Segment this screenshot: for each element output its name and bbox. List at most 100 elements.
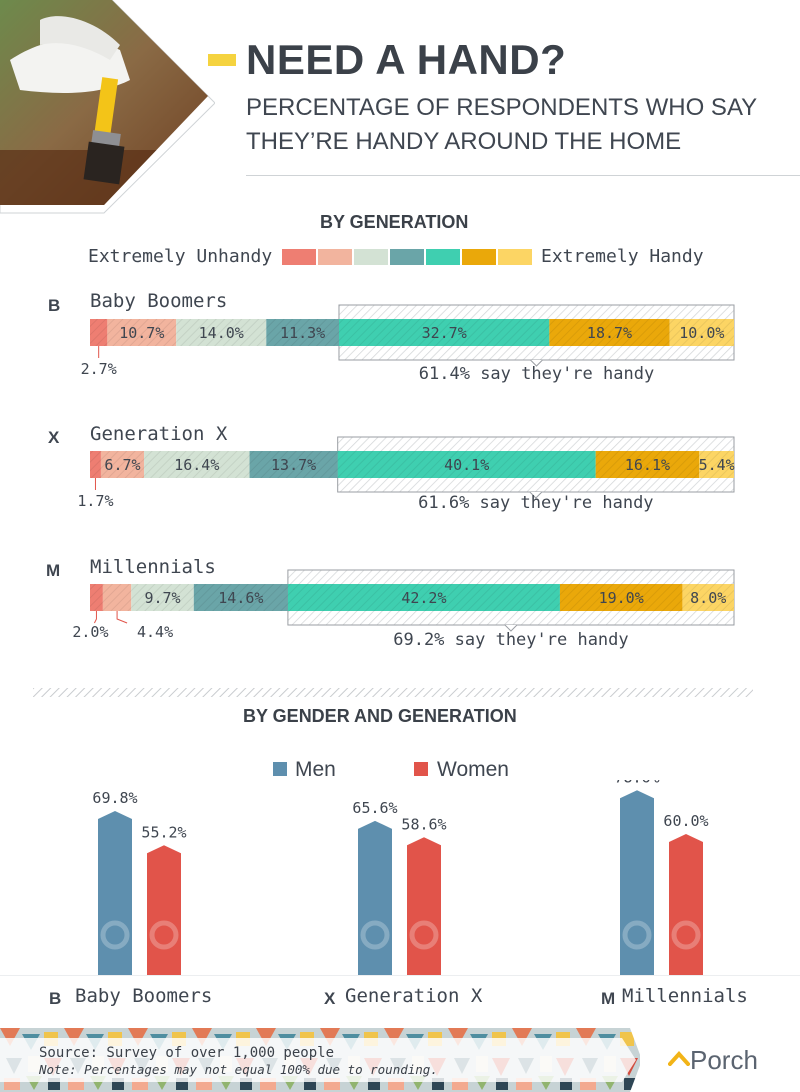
- generation-x-segment-6-texture: [595, 451, 700, 478]
- row-label-generation-x: Generation X: [90, 423, 228, 445]
- baby-boomers-segment-5-texture: [338, 319, 550, 346]
- millennials-women-label: 60.0%: [663, 812, 708, 830]
- baseline: [0, 975, 800, 976]
- page-subtitle-line-1: PERCENTAGE OF RESPONDENTS WHO SAY: [246, 94, 758, 121]
- millennials-segment-5-texture: [287, 584, 560, 611]
- legend-swatch-2: [318, 249, 352, 265]
- millennials-label-4: 14.6%: [218, 589, 263, 607]
- page-title: NEED A HAND?: [246, 36, 567, 83]
- millennials-segment-2-texture: [102, 584, 132, 611]
- generation-x-segment-7-texture: [699, 451, 734, 478]
- legend-men-label: Men: [295, 758, 336, 781]
- generation-x-segment-2-texture: [100, 451, 145, 478]
- generation-x-label-6: 16.1%: [625, 456, 670, 474]
- generation-x-icon: X: [48, 428, 60, 447]
- baby-boomers-women-label: 55.2%: [141, 823, 186, 841]
- category-label-generation-x: Generation X: [345, 985, 483, 1007]
- generation-x-women-female-symbol-icon: [409, 920, 439, 950]
- millennials-leader-1: [93, 611, 97, 624]
- baby-boomers-label-3: 14.0%: [199, 324, 244, 342]
- baby-boomers-segment-6-texture: [549, 319, 670, 346]
- row-label-baby-boomers: Baby Boomers: [90, 290, 228, 312]
- generation-x-label-7: 5.4%: [699, 456, 735, 474]
- millennials-label-6: 19.0%: [599, 589, 644, 607]
- header-divider: [246, 175, 800, 176]
- generation-x-segment-1-texture: [90, 451, 101, 478]
- category-label-baby-boomers: Baby Boomers: [75, 985, 213, 1007]
- legend-swatch-5: [426, 249, 460, 265]
- porch-logo-text: Porch: [690, 1045, 758, 1075]
- generation-x-icon-bottom: X: [324, 989, 336, 1008]
- millennials-label-7: 8.0%: [690, 589, 726, 607]
- legend-women-swatch: [414, 762, 428, 776]
- generation-x-segment-5-texture: [337, 451, 596, 478]
- millennials-men-bar: [620, 790, 654, 975]
- generation-x-label-4: 13.7%: [271, 456, 316, 474]
- millennials-segment-6-texture: [559, 584, 683, 611]
- row-label-millennials: Millennials: [90, 556, 216, 578]
- millennials-handy-callout: 69.2% say they're handy: [393, 630, 628, 650]
- generation-x-women-label: 58.6%: [401, 815, 446, 833]
- legend-women-label: Women: [437, 758, 509, 781]
- baby-boomers-label-7: 10.0%: [679, 324, 724, 342]
- legend-swatch-1: [282, 249, 316, 265]
- footer-note: Note: Percentages may not equal 100% due…: [39, 1062, 438, 1077]
- baby-boomers-men-label: 69.8%: [92, 789, 137, 807]
- scale-legend: [282, 249, 532, 265]
- baby-boomers-segment-1-texture: [90, 319, 108, 346]
- baby-boomers-handy-callout: 61.4% say they're handy: [419, 364, 654, 384]
- baby-boomers-icon: B: [48, 296, 61, 315]
- baby-boomers-label-5: 32.7%: [422, 324, 467, 342]
- baby-boomers-segment-3-texture: [176, 319, 267, 346]
- baby-boomers-women-female-symbol-icon: [149, 920, 179, 950]
- legend-swatch-3: [354, 249, 388, 265]
- page-subtitle-line-2: THEY’RE HANDY AROUND THE HOME: [246, 128, 682, 155]
- baby-boomers-label-2: 10.7%: [119, 324, 164, 342]
- generation-x-label-1: 1.7%: [77, 492, 113, 510]
- generation-x-men-label: 65.6%: [352, 799, 397, 817]
- category-label-millennials: Millennials: [622, 985, 748, 1007]
- baby-boomers-segment-7-texture: [669, 319, 734, 346]
- millennials-label-2: 4.4%: [137, 623, 173, 641]
- footer-source: Source: Survey of over 1,000 people: [39, 1045, 335, 1061]
- generation-x-men-male-symbol-icon: [360, 920, 390, 950]
- millennials-label-5: 42.2%: [401, 589, 446, 607]
- baby-boomers-men-male-symbol-icon: [100, 920, 130, 950]
- baby-boomers-icon-bottom: B: [49, 989, 62, 1008]
- generation-x-segment-4-texture: [249, 451, 338, 478]
- legend-right-label: Extremely Handy: [541, 246, 704, 267]
- porch-logo-icon: [668, 1051, 690, 1066]
- generation-x-handy-callout: 61.6% say they're handy: [418, 493, 653, 513]
- millennials-segment-7-texture: [682, 584, 734, 611]
- millennials-women-female-symbol-icon: [671, 920, 701, 950]
- legend-men-swatch: [273, 762, 287, 776]
- baby-boomers-label-4: 11.3%: [280, 324, 325, 342]
- section-heading-by-gender: BY GENDER AND GENERATION: [243, 706, 517, 726]
- generation-x-women-bar: [407, 837, 441, 975]
- legend-swatch-6: [462, 249, 496, 265]
- legend-swatch-7: [498, 249, 532, 265]
- millennials-label-1: 2.0%: [72, 623, 108, 641]
- generation-x-label-2: 6.7%: [104, 456, 140, 474]
- baby-boomers-callout-pointer: [530, 359, 543, 367]
- section-heading-by-generation: BY GENERATION: [320, 212, 469, 232]
- legend-left-label: Extremely Unhandy: [88, 246, 273, 267]
- millennials-men-male-symbol-icon: [622, 920, 652, 950]
- millennials-segment-4-texture: [193, 584, 288, 611]
- generation-x-segment-3-texture: [144, 451, 250, 478]
- baby-boomers-segment-2-texture: [107, 319, 177, 346]
- generation-x-callout-pointer: [529, 491, 543, 499]
- millennials-leader-2: [116, 611, 128, 624]
- legend-swatch-4: [390, 249, 424, 265]
- millennials-segment-1-texture: [90, 584, 103, 611]
- millennials-icon: M: [46, 561, 61, 580]
- baby-boomers-segment-4-texture: [266, 319, 339, 346]
- millennials-men-label: 78.6%: [614, 780, 659, 786]
- baby-boomers-women-bar: [147, 845, 181, 975]
- millennials-callout-pointer: [504, 624, 518, 632]
- millennials-women-bar: [669, 834, 703, 975]
- generation-x-label-3: 16.4%: [174, 456, 219, 474]
- baby-boomers-label-1: 2.7%: [81, 360, 117, 378]
- footer-pattern: [0, 1028, 800, 1092]
- header-photo: [0, 0, 215, 214]
